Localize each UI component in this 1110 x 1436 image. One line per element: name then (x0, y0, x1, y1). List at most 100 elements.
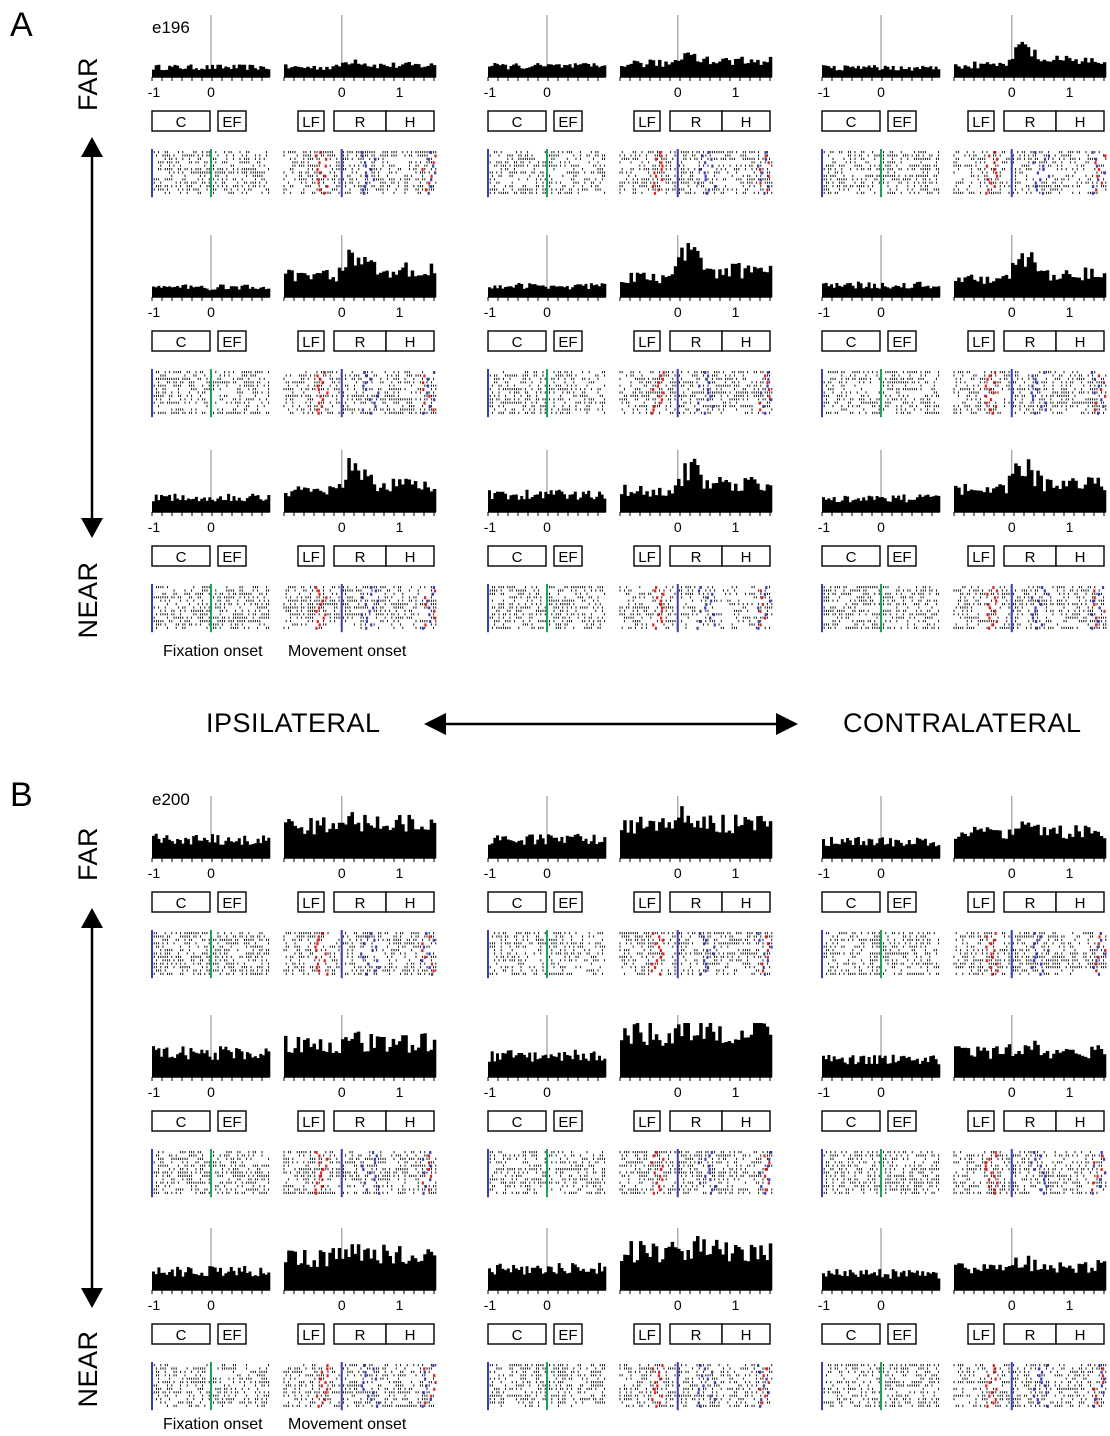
panel-a-row2-col2-movement-hold-marker (707, 391, 710, 395)
panel-a-row3-col2-fixation-tick-label: -1 (484, 519, 497, 535)
panel-b-row2-col3-movement-hold-marker (1042, 1171, 1045, 1175)
panel-b-row3-col3-movement-end-marker (1102, 1381, 1105, 1384)
panel-b-row3-col3-movement-end-marker (1094, 1398, 1097, 1401)
panel-b-row3-col2-movement-raster-spikes (619, 1364, 773, 1407)
panel-a-row3-col2-movement-hold-marker (706, 596, 709, 600)
panel-a-row3-col1-movement-hold-marker (361, 596, 364, 600)
panel-a-row3-col3-movement-raster-spikes (953, 586, 1107, 629)
panel-a-row1-col3-movement-go-marker (995, 157, 998, 161)
panel-b-row1-col1-fixation-histogram-bars (152, 833, 271, 858)
panel-a-row2-col1-movement-go-marker (317, 388, 320, 391)
panel-a-row3-col3-movement-go-marker (986, 613, 989, 617)
panel-a-row2-col2-movement-hold-marker (708, 381, 711, 385)
panel-b-row2-col2-fixation-histogram-bars (488, 1049, 607, 1077)
panel-b-row1-col3-movement-go-marker (994, 932, 997, 935)
panel-b-row2-col1-fixation-tick-label: -1 (148, 1084, 161, 1100)
panel-a-row2-col3-movement-go-marker (991, 411, 994, 415)
panel-b-row1-col3-movement-end-marker (1104, 949, 1107, 952)
panel-a-row2-col3-movement-end-marker (1097, 384, 1100, 388)
panel-b-row3-col3-movement-hold-marker (1033, 1394, 1036, 1398)
panel-a-row3-col1-movement-end-marker (424, 623, 427, 627)
panel-b-row3-col2-movement-hold-marker (706, 1377, 709, 1381)
panel-b-row3-col1-movement-go-marker (326, 1367, 329, 1371)
panel-b-row1-col3-movement-go-marker (992, 938, 996, 942)
panel-a-row1-col3-movement-go-marker (993, 151, 996, 154)
panel-b-row1-col3-movement-go-marker (996, 969, 999, 973)
panel-a-row2-col1-movement-end-marker (428, 405, 431, 408)
panel-a-row1-col3-movement-end-marker (1094, 161, 1097, 165)
panel-b-row1-col1-fixation-epoch-label: EF (222, 895, 241, 912)
panel-a-row3-col2-movement-raster-spikes (619, 586, 773, 629)
panel-b-row2-col1-movement-end-marker (429, 1178, 432, 1182)
panel-a-row3-col2-movement-go-marker (660, 620, 663, 623)
panel-a-row2-col3-movement-end-marker (1102, 405, 1105, 408)
panel-a-row2-col1-movement-end-marker (428, 394, 431, 398)
panel-a-row1-col2-movement-end-marker (766, 188, 769, 192)
panel-b-row1-col2-fixation-tick-label: -1 (484, 865, 497, 881)
panel-b-row1-col1-movement-epoch-box (297, 891, 325, 913)
panel-b-row2-col1-movement-tick-label: 1 (396, 1084, 404, 1100)
panel-a-row1-col1-movement-go-marker (322, 191, 325, 195)
panel-b-row1-col2-movement-end-marker (765, 935, 768, 939)
panel-b-row1-col2-movement-end-marker (758, 938, 761, 942)
panel-a-row3-col1-movement-end-marker (429, 620, 432, 623)
panel-b-row3-col3-cell: -1 0 0 1 C EF LF R H (818, 1228, 1107, 1411)
panel-a-row3-col2-fixation-epoch-box (553, 545, 583, 567)
panel-a-row1-col1-movement-hold-marker (365, 174, 369, 178)
panel-b-row3-col3-fixation-histogram-bars (822, 1269, 941, 1290)
panel-a-row3-col2-movement-end-marker (757, 626, 760, 630)
panel-b-row1-col3-fixation-epoch-box (887, 891, 917, 913)
panel-b-row2-col2-movement-raster-spikes (619, 1151, 773, 1194)
panel-b-row2-col2-fixation-epoch-label: C (512, 1114, 523, 1131)
panel-a-row2-col3-movement-hold-marker (1031, 374, 1034, 378)
panel-b-row1-col1-movement-tick-label: 1 (396, 865, 404, 881)
panel-a-row1-col2-movement-go-marker (660, 161, 663, 165)
panel-a-row3-col3-fixation-epoch-box (821, 545, 881, 567)
panel-a-row1-col3-movement-hold-marker (1047, 174, 1051, 178)
panel-a-row3-col1-movement-go-marker (315, 586, 318, 589)
panel-a-row1-col2-movement-go-marker (651, 185, 654, 188)
panel-b-row2-col1-movement-epoch-label: R (355, 1114, 366, 1131)
panel-b-row2-col2-movement-epoch-box (721, 1110, 771, 1132)
panel-b-row2-col2-movement-end-marker (763, 1154, 766, 1158)
panel-a-row2-col3-movement-go-marker (988, 388, 991, 391)
panel-a-row1-col3-movement-hold-marker (1032, 161, 1035, 165)
panel-a-row2-col2-movement-histogram-bars (620, 243, 773, 297)
panel-a-row1-col3-fixation-histogram-bars (822, 65, 941, 77)
panel-a-row2-col1-movement-epoch-box (385, 330, 435, 352)
panel-b-row2-col2-movement-hold-marker (708, 1171, 712, 1175)
panel-b-row3-col1-fixation-epoch-box (217, 1323, 247, 1345)
panel-a-row2-col2-movement-go-marker (662, 371, 665, 374)
panel-a-row3-col2-movement-hold-marker (697, 589, 701, 593)
panel-b-row2-col2-movement-go-marker (651, 1161, 654, 1165)
panel-b-row3-col3-movement-go-marker (988, 1394, 991, 1398)
panel-b-row1-col3-movement-end-marker (1097, 972, 1101, 976)
panel-a-row1-col3-movement-go-marker (995, 171, 998, 175)
panel-b-row3-col3-movement-go-marker (995, 1387, 998, 1391)
panel-a-row2-col1-movement-go-marker (321, 398, 324, 402)
panel-a-row3-col3-movement-end-marker (1097, 620, 1100, 623)
panel-b-depth-arrow-head-up (81, 908, 103, 928)
panel-a-row2-col1-movement-end-marker (433, 371, 436, 374)
panel-a-row1-col1-movement-histogram-bars (284, 59, 437, 77)
panel-b-row1-col1-movement-hold-marker (360, 952, 363, 956)
panel-b-row2-col1-fixation-epoch-box (151, 1110, 211, 1132)
panel-a-row1-col3-movement-hold-marker (1042, 168, 1045, 171)
panel-b-row3-col3-movement-go-marker (985, 1384, 988, 1388)
panel-a-row1-col1-movement-end-marker (430, 178, 433, 182)
panel-b-row3-col3-movement-tick-label: 1 (1066, 1297, 1074, 1313)
panel-b-row3-col1-movement-tick-label: 1 (396, 1297, 404, 1313)
panel-a-row2-col2-movement-end-marker (760, 391, 763, 395)
panel-b-row3-col1-movement-go-marker (320, 1370, 324, 1374)
panel-b-row2-col3-movement-end-marker (1091, 1188, 1094, 1192)
panel-b-row2-col2-movement-end-marker (763, 1174, 767, 1178)
panel-a-row1-col1-fixation-histogram-bars (152, 64, 271, 77)
panel-b-row1-col3-movement-go-marker (993, 949, 996, 952)
panel-a-row2-col3-movement-go-marker (989, 408, 992, 412)
panel-b-row3-col2-fixation-tick-label: -1 (484, 1297, 497, 1313)
panel-b-row1-col2-movement-epoch-label: R (691, 895, 702, 912)
panel-b-row2-col1-movement-go-marker (318, 1154, 321, 1158)
panel-a-row3-col1-movement-hold-marker (369, 586, 372, 589)
panel-a-row1-col1-movement-raster-spikes (283, 151, 437, 194)
panel-a-row1-col3-movement-hold-marker (1034, 185, 1038, 188)
